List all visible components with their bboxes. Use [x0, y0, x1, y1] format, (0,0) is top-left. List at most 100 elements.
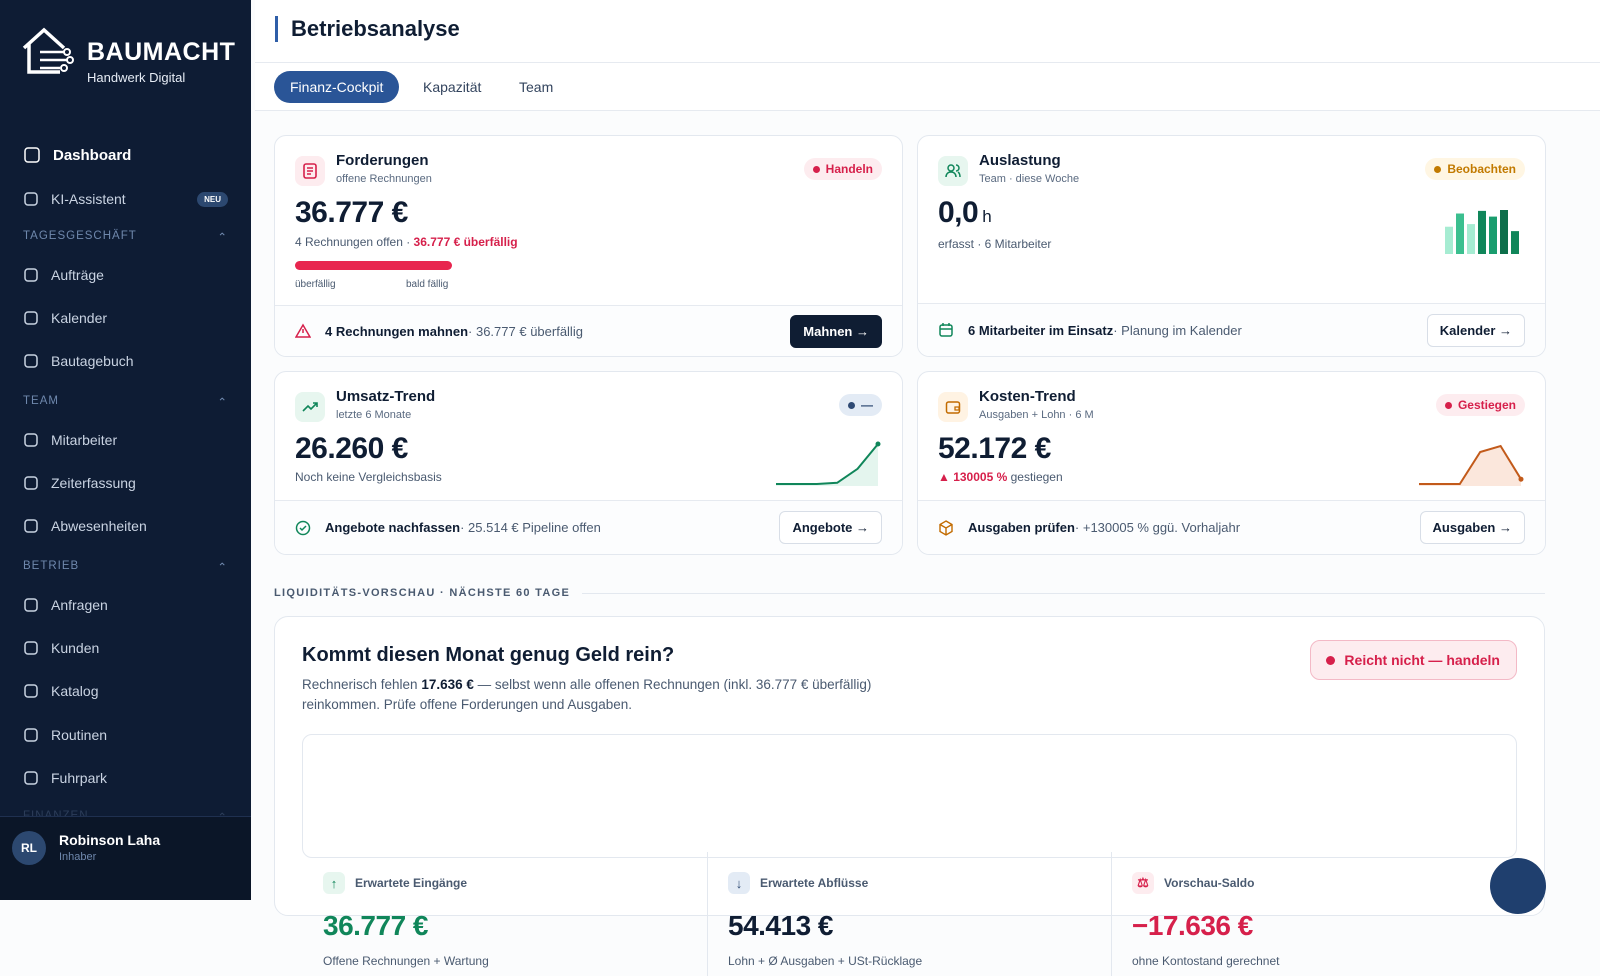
button[interactable]: Ausgaben → [1419, 511, 1525, 544]
nav-section[interactable]: TAGESGESCHÄFT ⌃ [23, 230, 228, 244]
bar-label: überfällig [295, 279, 336, 290]
chevron: ⌃ [217, 232, 228, 244]
nav-icon [24, 771, 38, 785]
nav-icon [24, 192, 38, 206]
nav-item[interactable]: Kunden [23, 640, 228, 656]
badge: — [839, 394, 882, 416]
stat-value: 54.413 € [728, 910, 834, 941]
icon-shape [24, 598, 38, 612]
nav-item[interactable]: Katalog [23, 683, 228, 699]
card-footer: Angebote nachfassen · 25.514 € Pipeline … [275, 500, 902, 554]
nav-icon [24, 598, 38, 612]
sidebar: BAUMACHT Handwerk Digital Dashboard KI-As… [0, 0, 251, 900]
nav-section[interactable]: TEAM ⌃ [23, 395, 228, 409]
button[interactable]: Mahnen → [790, 314, 882, 348]
header: Betriebsanalyse [255, 0, 1600, 63]
nav-label: Zeiterfassung [51, 475, 136, 492]
nav-label: Dashboard [53, 146, 132, 164]
section-title: BETRIEB [23, 560, 80, 572]
card-footer: Ausgaben prüfen · +130005 % ggü. Vorhalj… [918, 500, 1545, 554]
nav-label: Kalender [51, 310, 108, 327]
card-note: erfasst · 6 Mitarbeiter [938, 237, 1052, 251]
icon-shape [24, 727, 38, 742]
bar [1456, 213, 1464, 254]
nav-label: Katalog [51, 683, 99, 700]
icon-shape [24, 147, 40, 163]
icon-shape [24, 433, 38, 447]
icon-shape [24, 476, 38, 490]
nav-item[interactable]: Anfragen [23, 597, 228, 613]
tab[interactable]: Team [519, 79, 554, 95]
icon [938, 392, 968, 422]
chevron: ⌃ [217, 397, 228, 409]
icon-shape [24, 771, 38, 785]
avatar: RL [12, 831, 46, 865]
card: Auslastung Team · diese Woche Beobachten… [917, 135, 1546, 357]
nav-icon [24, 311, 38, 325]
root: BAUMACHT Handwerk Digital Dashboard KI-As… [0, 0, 1600, 900]
stat-value: −17.636 € [1132, 910, 1253, 941]
button[interactable]: Angebote → [779, 511, 882, 544]
nav-item[interactable]: KI-Assistent NEU [23, 191, 228, 207]
nav-item[interactable]: Zeiterfassung [23, 475, 228, 491]
footer-text: · 25.514 € Pipeline offen [460, 520, 601, 535]
section-title: TEAM [23, 395, 59, 407]
nav-icon [24, 147, 40, 163]
footer-text: · +130005 % ggü. Vorhaljahr [1074, 520, 1241, 535]
nav-badge: NEU [197, 191, 228, 207]
sparkline [776, 443, 879, 485]
bar [1511, 231, 1519, 254]
sparkline-end [1518, 476, 1524, 482]
fab[interactable] [1490, 858, 1546, 914]
bar [1467, 224, 1475, 254]
nav-item[interactable]: Kalender [23, 310, 228, 326]
card-subtitle: letzte 6 Monate [336, 409, 412, 421]
nav-item[interactable]: Aufträge [23, 267, 228, 283]
nav-label: Mitarbeiter [51, 432, 118, 448]
badge-text: Reicht nicht — handeln [1344, 652, 1500, 668]
nav-icon [24, 519, 38, 534]
badge: Handeln [803, 158, 882, 180]
icon-shape [24, 354, 38, 369]
section-label: LIQUIDITÄTS-VORSCHAU · NÄCHSTE 60 TAGE [274, 587, 1545, 599]
user-role: Inhaber [59, 851, 97, 863]
nav-section[interactable]: BETRIEB ⌃ [23, 560, 228, 574]
card-value: 52.172 € [938, 432, 1051, 465]
nav-label: Anfragen [51, 597, 108, 613]
nav-item[interactable]: Dashboard [23, 146, 228, 164]
nav-label: Aufträge [51, 267, 104, 283]
tab[interactable]: Kapazität [423, 79, 482, 95]
bar [1489, 216, 1497, 254]
footer-strong: Angebote nachfassen [325, 520, 461, 535]
nav-icon [24, 354, 38, 369]
nav-item[interactable]: Routinen [23, 727, 228, 743]
bar [1478, 210, 1486, 254]
icon [938, 156, 968, 186]
text: Rechnerisch fehlen [302, 677, 422, 692]
nav-label: Bautagebuch [51, 353, 134, 370]
tabs: Finanz-Cockpit Kapazität Team [255, 63, 1600, 111]
nav-item[interactable]: Abwesenheiten [23, 518, 228, 534]
brand: BAUMACHT [87, 38, 236, 66]
card-value: 36.777 € [295, 196, 408, 229]
progress-bar [295, 261, 452, 270]
card-footer: 4 Rechnungen mahnen · 36.777 € überfälli… [275, 305, 902, 356]
status-badge: Reicht nicht — handeln [1310, 640, 1517, 680]
button[interactable]: Kalender → [1426, 313, 1525, 347]
note-alert: ▲ 130005 % [938, 470, 1008, 484]
tab[interactable]: Finanz-Cockpit [274, 71, 400, 103]
bar-sparkline [1445, 210, 1519, 254]
user-panel[interactable]: RL Robinson Laha Inhaber [0, 816, 251, 900]
note: gestiegen [1007, 470, 1063, 484]
stat-label: Erwartete Abflüsse [760, 876, 869, 890]
nav-item[interactable]: Bautagebuch [23, 353, 228, 369]
nav-item[interactable]: Mitarbeiter [23, 432, 228, 448]
card: Forderungen offene Rechnungen Handeln 36… [274, 135, 903, 357]
footer-text: · Planung im Kalender [1113, 322, 1242, 338]
card: Kosten-Trend Ausgaben + Lohn · 6 M Gesti… [917, 371, 1546, 555]
stat: ⚖ Vorschau-Saldo −17.636 € ohne Kontostand … [1111, 852, 1515, 976]
icon [295, 392, 325, 422]
nav-label: Kunden [51, 640, 100, 657]
nav-item[interactable]: Fuhrpark [23, 770, 228, 786]
value: 0,0 [938, 196, 979, 229]
